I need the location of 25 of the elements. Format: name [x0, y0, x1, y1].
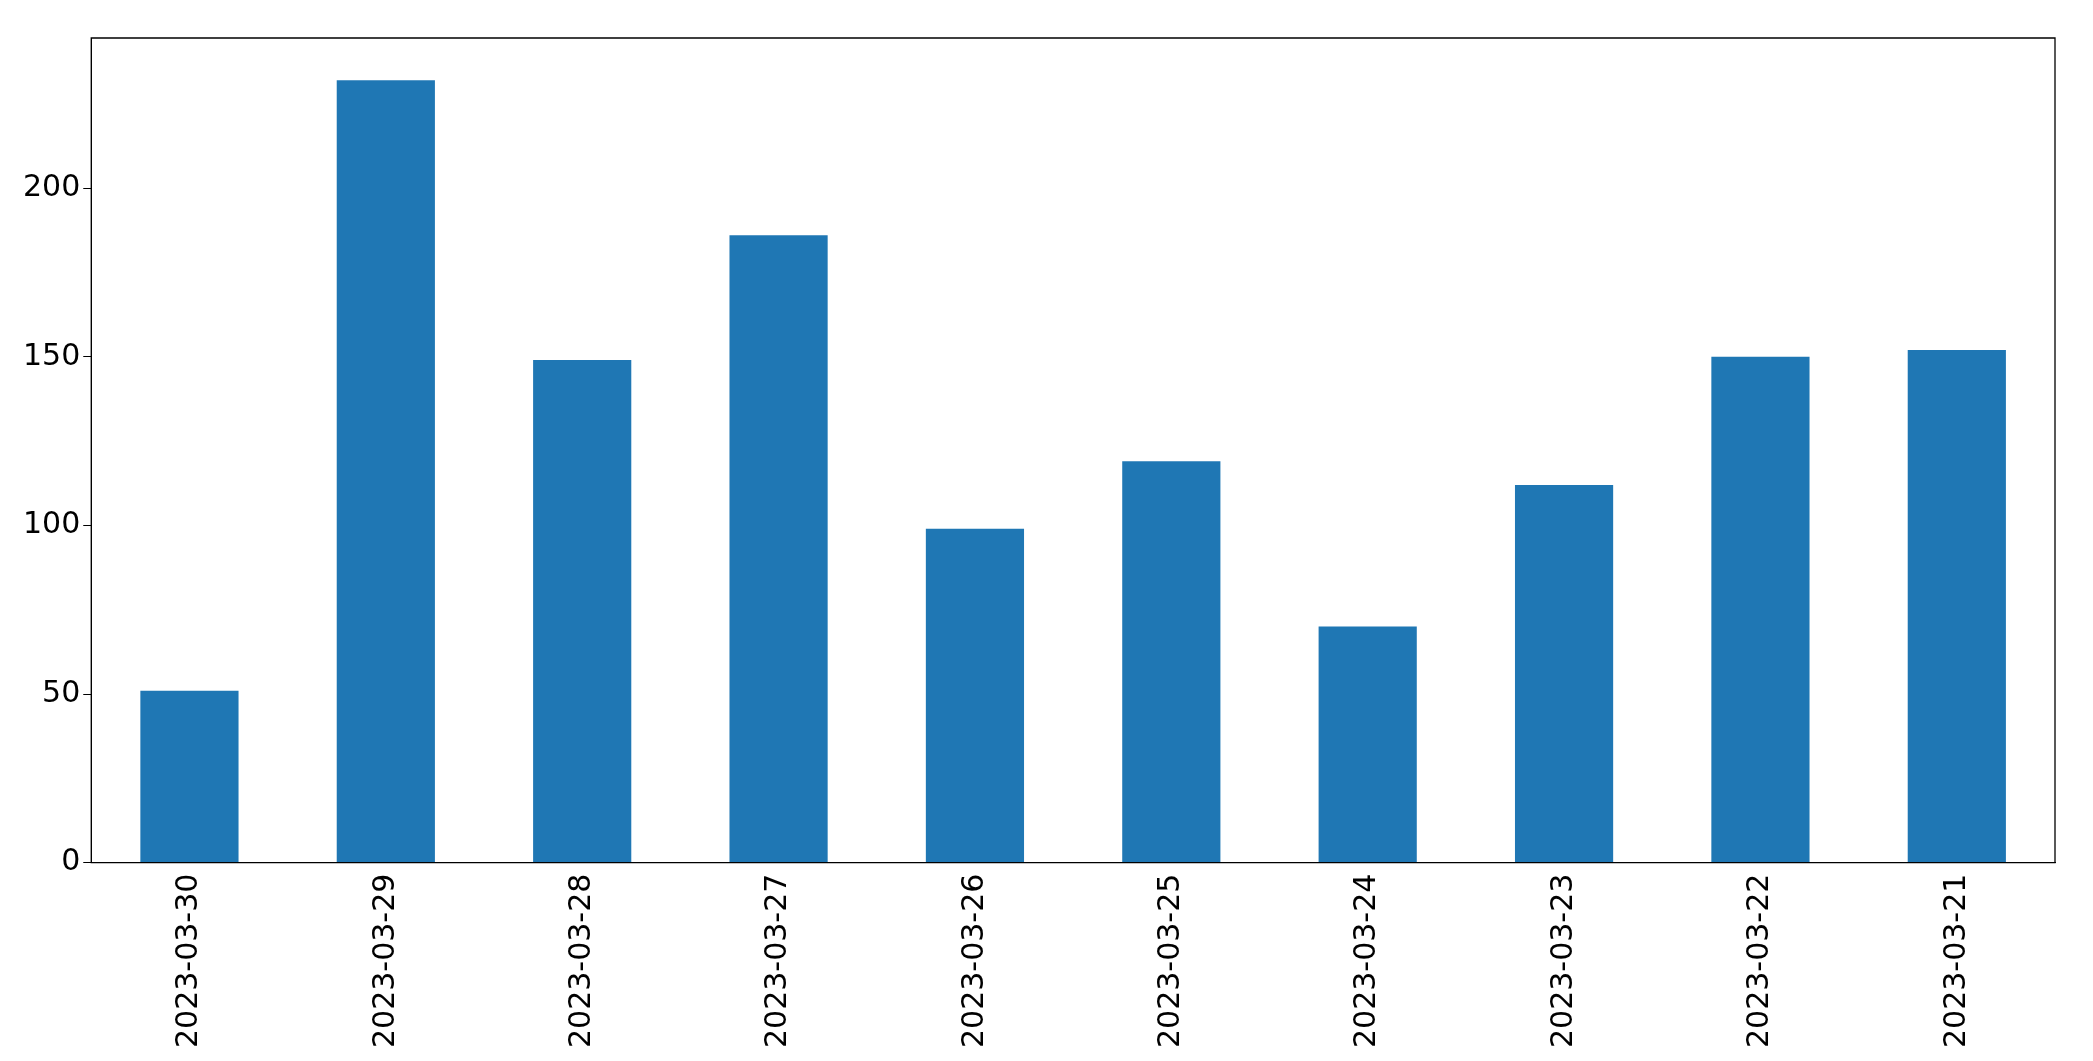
x-tick-label: 2023-03-22 — [1740, 873, 1776, 1049]
x-tick-label: 2023-03-27 — [758, 873, 794, 1049]
bar — [925, 528, 1025, 863]
bar — [1907, 349, 2006, 863]
bar — [1711, 356, 1810, 863]
y-tick-label: 200 — [23, 167, 81, 203]
y-tick-label: 150 — [23, 336, 81, 372]
x-tick-label: 2023-03-28 — [561, 873, 597, 1049]
bar — [729, 235, 828, 863]
bar — [140, 690, 239, 863]
y-tick-label: 0 — [61, 842, 81, 878]
x-tick-label: 2023-03-21 — [1936, 873, 1972, 1049]
x-tick-label: 2023-03-29 — [365, 873, 401, 1049]
y-tick-label: 50 — [42, 673, 81, 709]
x-tick-label: 2023-03-26 — [954, 873, 990, 1049]
bar — [1122, 461, 1221, 863]
x-tick-label: 2023-03-30 — [169, 873, 205, 1049]
x-tick-label: 2023-03-25 — [1151, 873, 1187, 1049]
bar — [1318, 626, 1417, 863]
y-tick-label: 100 — [23, 505, 81, 541]
bar — [533, 360, 632, 863]
bar — [1514, 484, 1614, 863]
x-tick-label: 2023-03-23 — [1543, 873, 1579, 1049]
x-tick-label: 2023-03-24 — [1347, 873, 1383, 1049]
bar — [336, 80, 435, 863]
